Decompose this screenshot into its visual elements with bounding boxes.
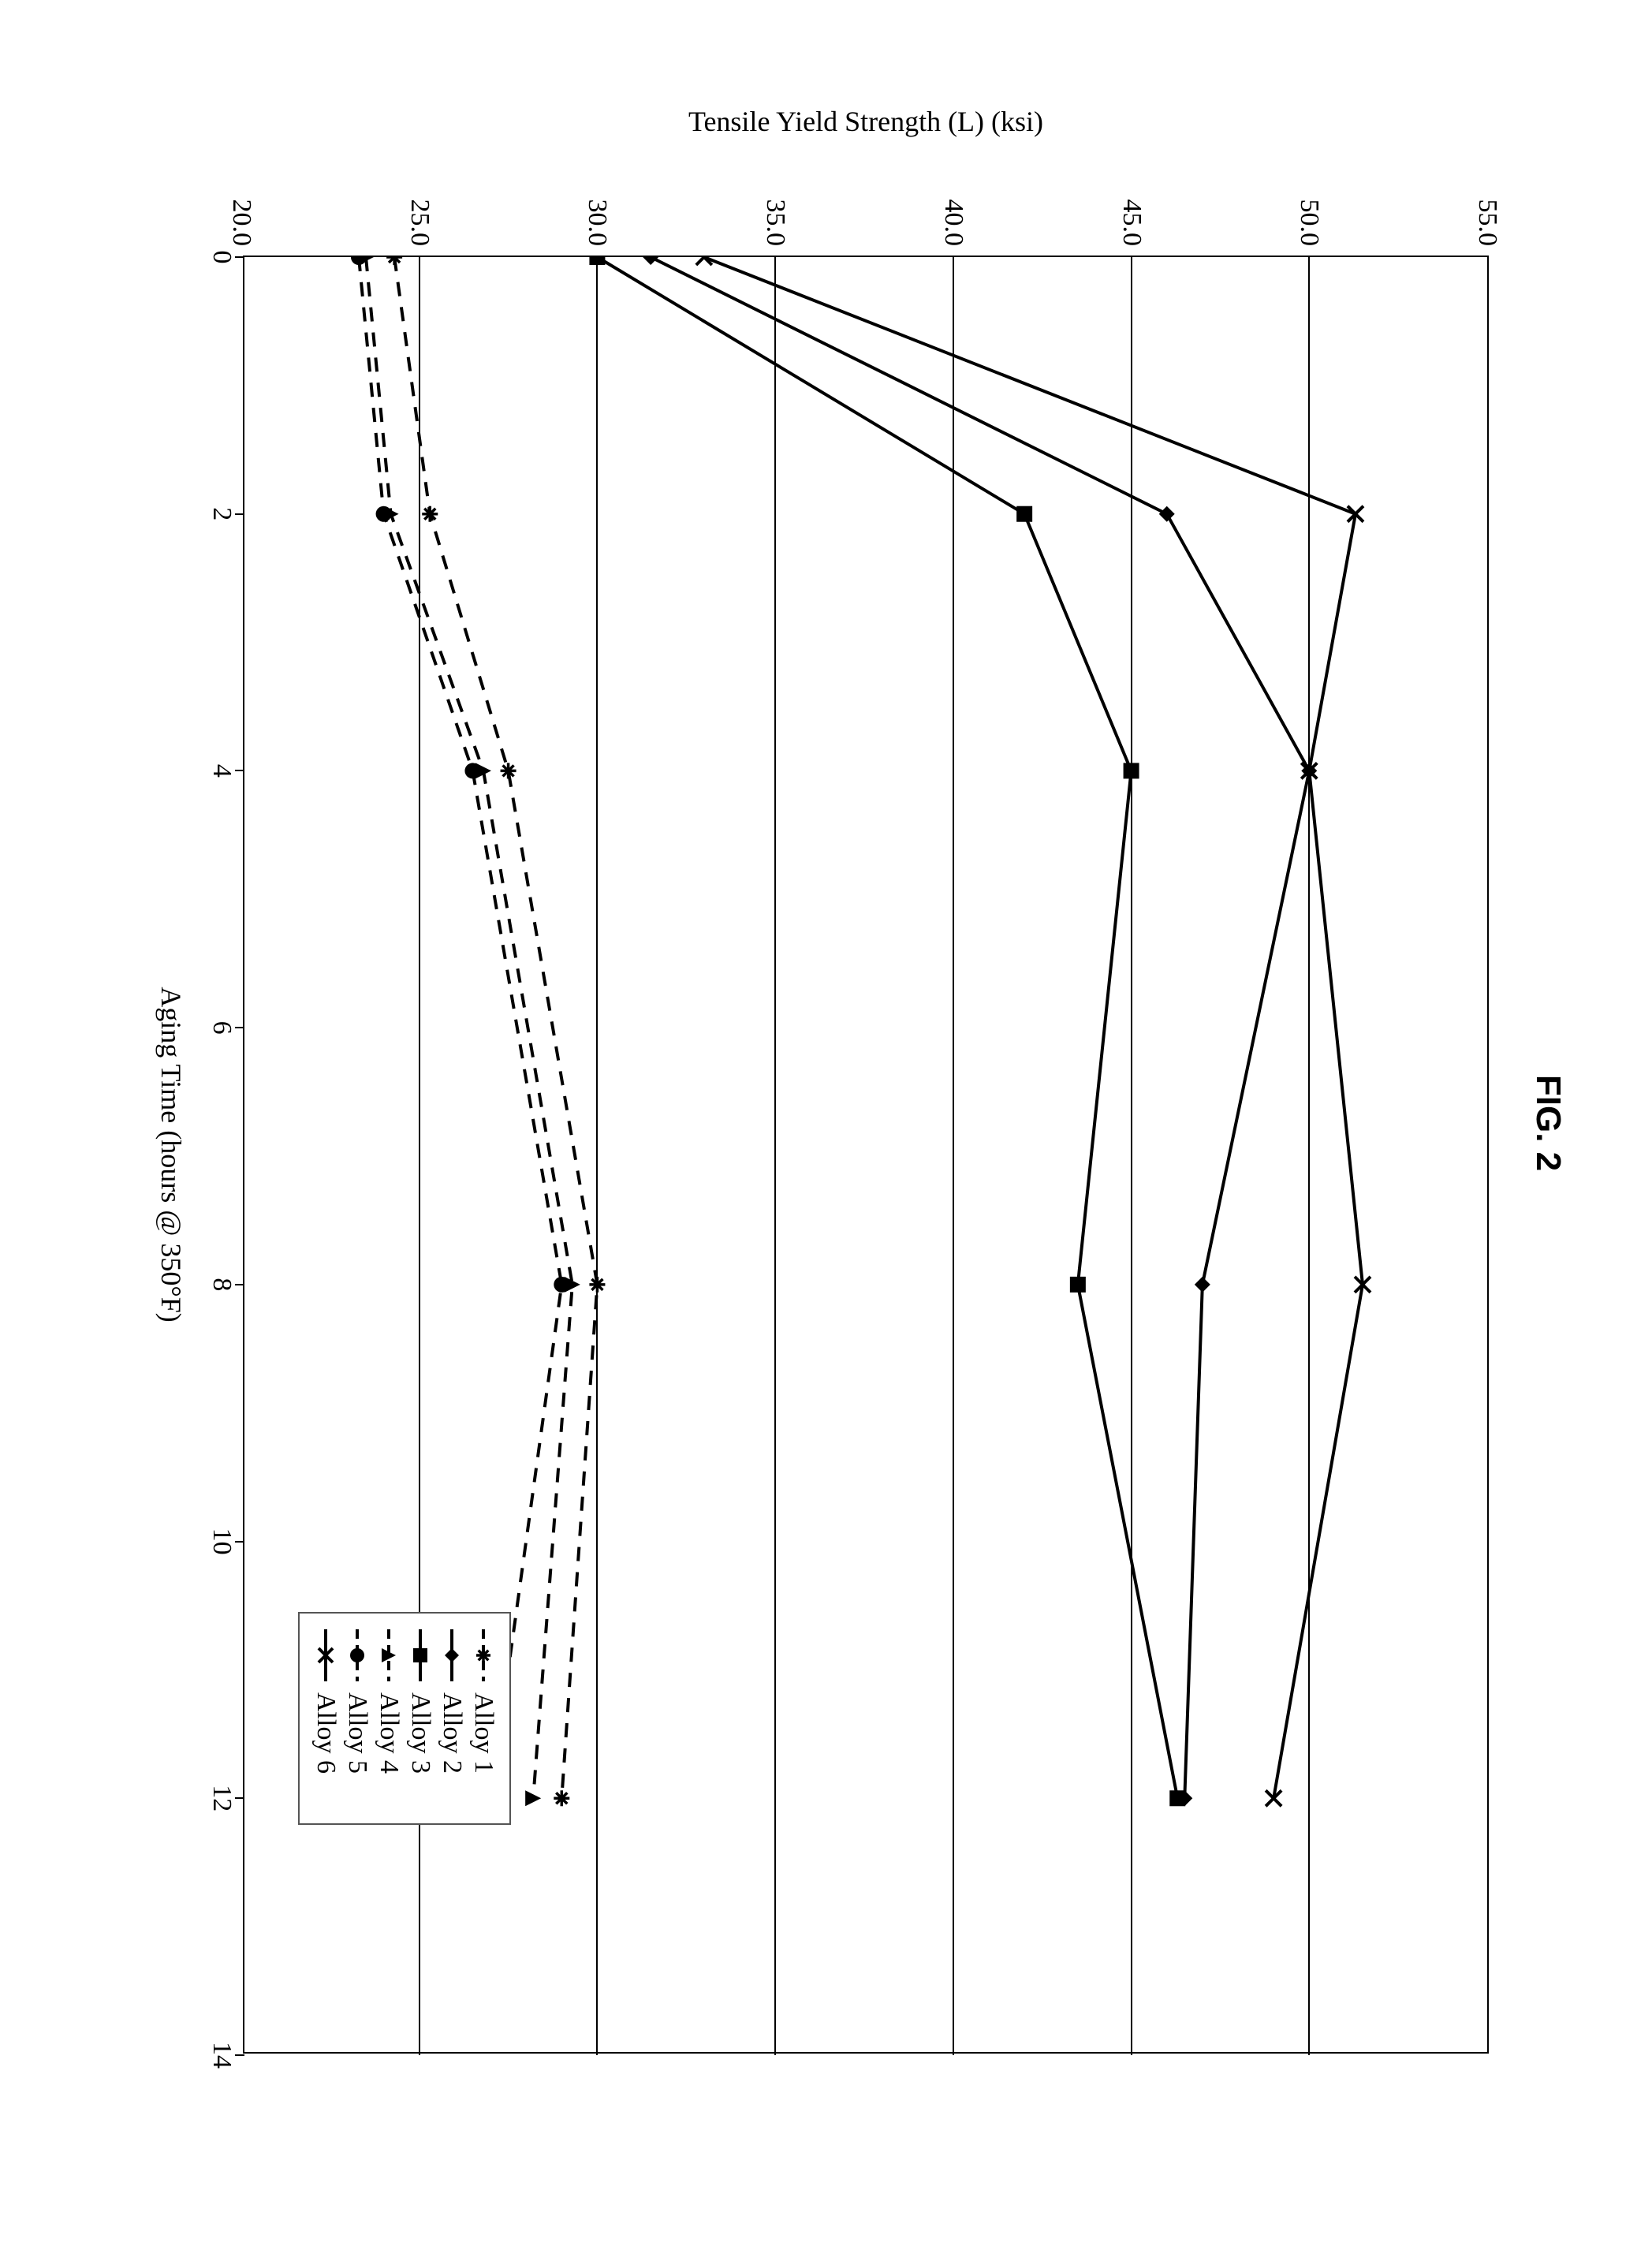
x-tick-label: 2 bbox=[207, 507, 237, 520]
y-tick-label: 25.0 bbox=[404, 200, 434, 247]
y-tick-label: 35.0 bbox=[760, 200, 790, 247]
y-tick-label: 50.0 bbox=[1294, 200, 1324, 247]
series-marker-alloy3 bbox=[1169, 1790, 1185, 1806]
legend-item-alloy6: Alloy 6 bbox=[311, 1628, 341, 1809]
series-line-alloy6 bbox=[703, 257, 1362, 1798]
y-tick-label: 45.0 bbox=[1116, 200, 1146, 247]
x-tick-label: 14 bbox=[207, 2042, 237, 2069]
series-line-alloy4 bbox=[366, 257, 572, 1798]
x-tick-label: 0 bbox=[207, 251, 237, 264]
y-tick-label: 55.0 bbox=[1472, 200, 1502, 247]
series-marker-alloy5 bbox=[350, 257, 366, 265]
legend-item-alloy3: Alloy 3 bbox=[405, 1628, 435, 1809]
y-tick-label: 40.0 bbox=[938, 200, 968, 247]
series-marker-alloy3 bbox=[1069, 1277, 1085, 1293]
series-line-alloy1 bbox=[394, 257, 597, 1798]
series-marker-alloy5 bbox=[464, 763, 480, 778]
legend-swatch-alloy2 bbox=[440, 1628, 464, 1683]
y-tick-label: 20.0 bbox=[226, 200, 256, 247]
chart-rotated-wrapper: FIG. 2 20.0 25.0 30.0 35.0 40.0 45.0 50.0 55.0 0… bbox=[77, 98, 1576, 2148]
legend-label: Alloy 3 bbox=[405, 1692, 435, 1774]
y-gridline bbox=[1308, 257, 1310, 2055]
series-line-alloy3 bbox=[597, 257, 1177, 1798]
x-tick-label: 4 bbox=[207, 764, 237, 778]
legend-label: Alloy 1 bbox=[468, 1692, 498, 1774]
series-marker-alloy5 bbox=[375, 506, 391, 522]
legend-item-alloy4: Alloy 4 bbox=[374, 1628, 404, 1809]
y-gridline bbox=[952, 257, 953, 2055]
series-marker-alloy1 bbox=[386, 257, 402, 265]
y-axis-label: Tensile Yield Strength (L) (ksi) bbox=[688, 105, 1042, 138]
legend-item-alloy2: Alloy 2 bbox=[437, 1628, 467, 1809]
legend-item-alloy5: Alloy 5 bbox=[342, 1628, 372, 1809]
legend-label: Alloy 5 bbox=[342, 1692, 372, 1774]
series-marker-alloy1 bbox=[422, 506, 438, 522]
figure-title: FIG. 2 bbox=[1528, 98, 1568, 2148]
x-tick-label: 12 bbox=[207, 1785, 237, 1811]
series-marker-alloy2 bbox=[1194, 1277, 1210, 1293]
x-tick-label: 10 bbox=[207, 1528, 237, 1555]
legend-swatch-alloy3 bbox=[408, 1628, 432, 1683]
legend-swatch-alloy4 bbox=[377, 1628, 401, 1683]
series-marker-alloy3 bbox=[1016, 506, 1032, 522]
legend-label: Alloy 6 bbox=[311, 1692, 341, 1774]
legend-swatch-alloy6 bbox=[314, 1628, 337, 1683]
legend-item-alloy1: Alloy 1 bbox=[468, 1628, 498, 1809]
legend-label: Alloy 4 bbox=[374, 1692, 404, 1774]
y-gridline bbox=[596, 257, 598, 2055]
legend-swatch-alloy1 bbox=[472, 1628, 495, 1683]
y-gridline bbox=[1130, 257, 1132, 2055]
series-marker-alloy1 bbox=[554, 1790, 569, 1806]
series-marker-alloy5 bbox=[554, 1277, 569, 1293]
series-marker-alloy4 bbox=[525, 1790, 541, 1806]
x-axis-label: Aging Time (hours @ 350°F) bbox=[155, 987, 188, 1323]
legend-swatch-alloy5 bbox=[345, 1628, 369, 1683]
y-tick-label: 30.0 bbox=[582, 200, 612, 247]
legend-label: Alloy 2 bbox=[437, 1692, 467, 1774]
series-marker-alloy1 bbox=[500, 763, 516, 778]
page-container: FIG. 2 20.0 25.0 30.0 35.0 40.0 45.0 50.0 55.0 0… bbox=[0, 0, 1652, 2246]
series-marker-alloy2 bbox=[1158, 506, 1174, 522]
y-gridline bbox=[774, 257, 776, 2055]
x-tick-label: 8 bbox=[207, 1278, 237, 1291]
x-tick-label: 6 bbox=[207, 1021, 237, 1035]
legend: Alloy 1Alloy 2Alloy 3Alloy 4Alloy 5Alloy… bbox=[298, 1612, 511, 1825]
